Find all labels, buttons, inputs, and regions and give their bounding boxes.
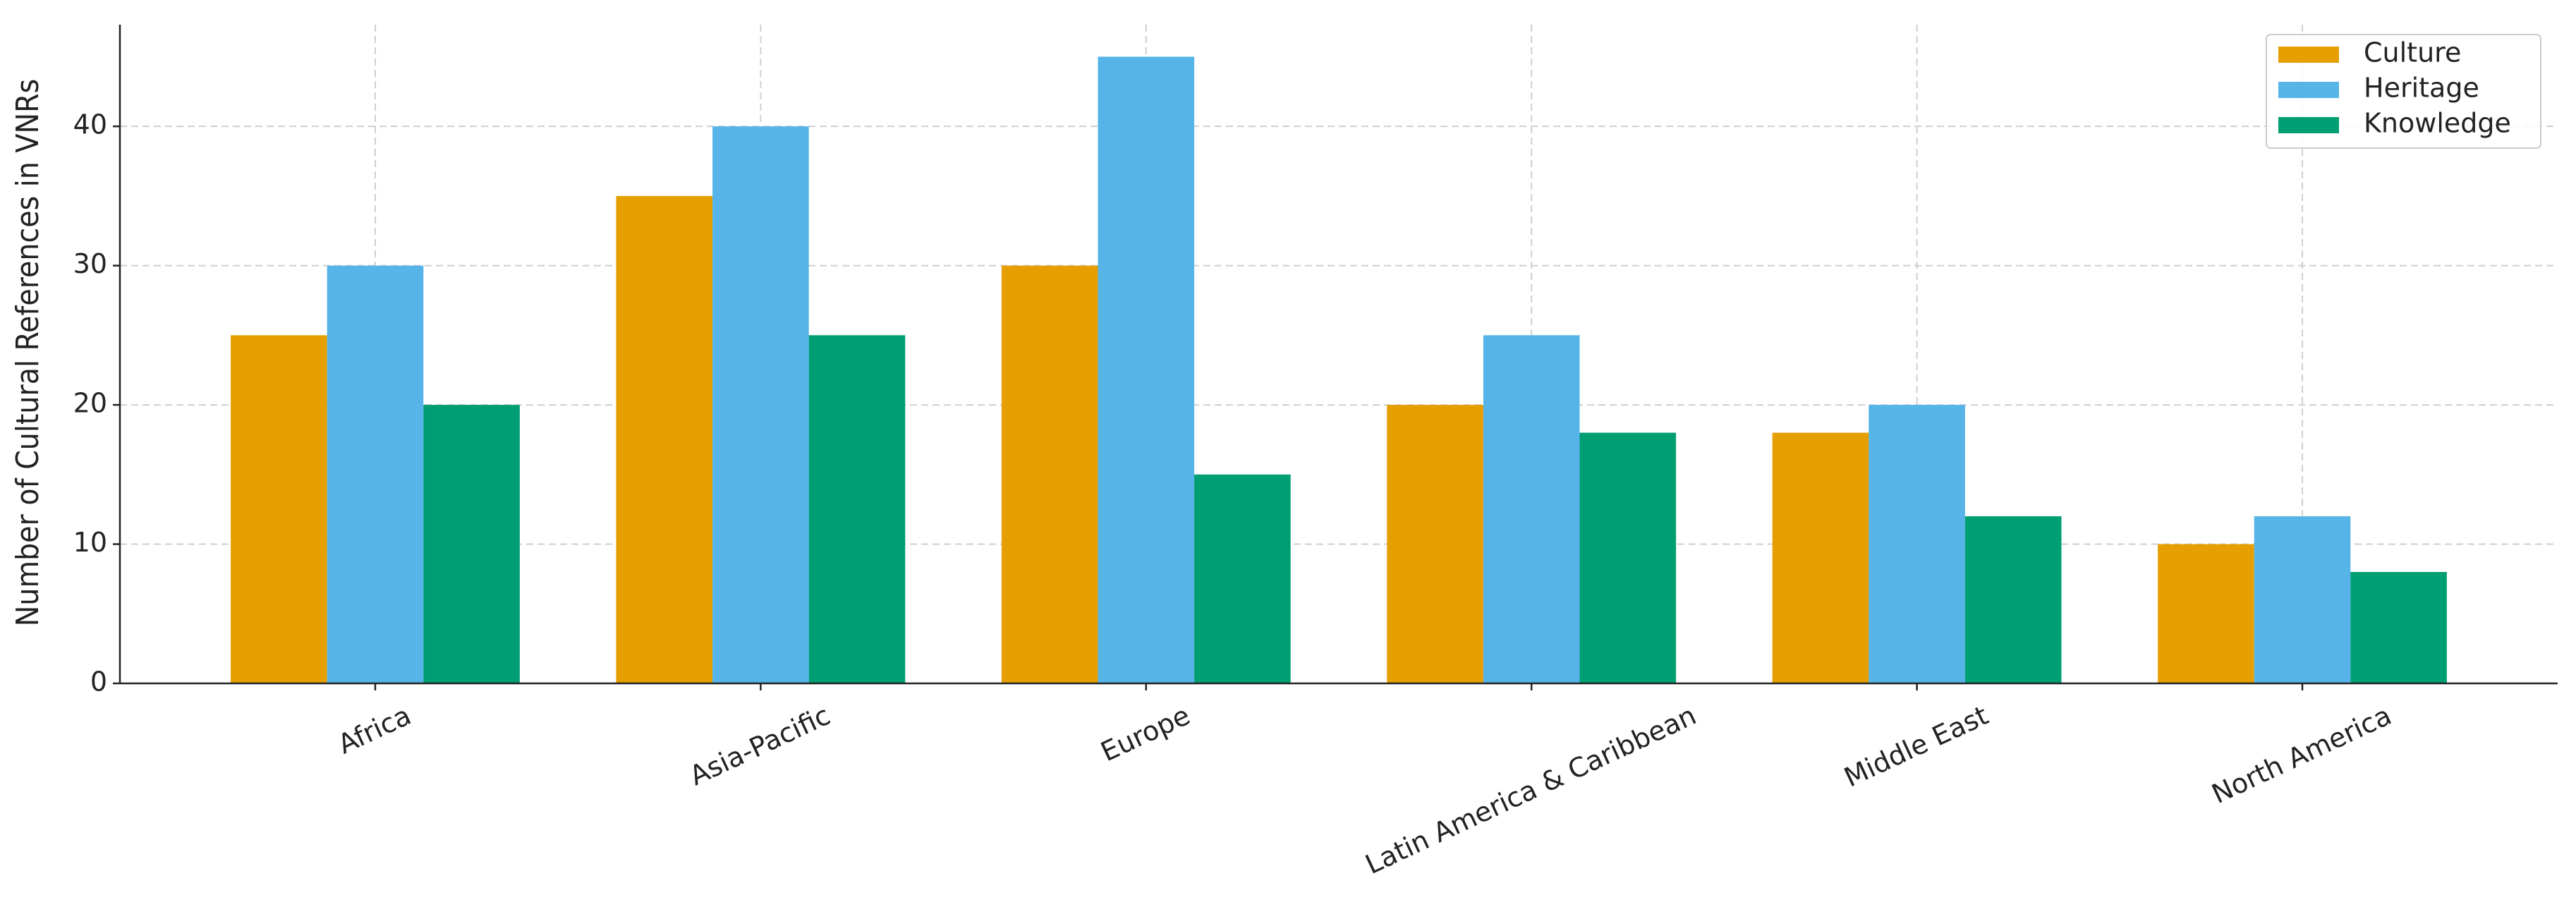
y-tick-label: 40 — [73, 109, 107, 140]
legend-swatch — [2278, 117, 2339, 133]
bar — [808, 335, 906, 683]
x-tick-label: Middle East — [1840, 700, 1993, 793]
x-tick-label: Europe — [1096, 700, 1195, 767]
legend-label: Culture — [2364, 37, 2461, 68]
bar — [1869, 405, 1965, 683]
bar — [1387, 405, 1483, 683]
bar — [2254, 516, 2351, 683]
y-axis-label: Number of Cultural References in VNRs — [10, 79, 46, 626]
bar — [2350, 572, 2447, 683]
y-tick-label: 20 — [73, 388, 107, 419]
y-tick-label: 30 — [73, 248, 107, 279]
bar — [1001, 265, 1098, 684]
x-tick-label: Asia-Pacific — [685, 700, 835, 791]
bar — [2158, 544, 2254, 683]
bar — [1194, 474, 1291, 683]
x-tick-label: Africa — [334, 700, 416, 760]
bar — [1483, 335, 1580, 683]
bar — [231, 335, 327, 683]
y-tick-label: 10 — [73, 527, 107, 558]
bar — [1964, 516, 2062, 683]
legend-label: Knowledge — [2364, 108, 2511, 139]
bar — [616, 195, 713, 683]
bar — [423, 405, 520, 683]
y-tick-label: 0 — [90, 666, 107, 697]
legend-swatch — [2278, 82, 2339, 98]
bar — [1772, 432, 1869, 683]
bar — [1579, 432, 1677, 683]
x-tick-label: Latin America & Caribbean — [1361, 700, 1701, 880]
bar — [712, 126, 809, 683]
legend-label: Heritage — [2364, 73, 2479, 104]
legend-swatch — [2278, 47, 2339, 63]
x-tick-label: North America — [2207, 700, 2396, 810]
bar — [1098, 56, 1195, 683]
bar — [327, 265, 424, 684]
